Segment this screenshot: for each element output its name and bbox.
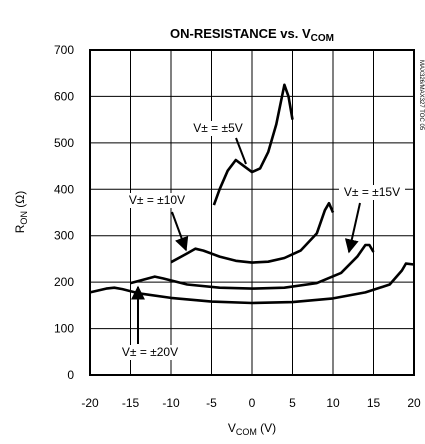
series-line [170, 201, 335, 264]
x-tick-label: 0 [249, 396, 256, 410]
annotation-arrow [171, 211, 189, 252]
x-tick-label: 10 [326, 396, 340, 410]
y-tick-label: 0 [67, 368, 74, 382]
x-axis-label: VCOM (V) [228, 421, 276, 437]
y-axis-label: RON (Ω) [13, 191, 29, 233]
series-line [89, 262, 415, 305]
annotation: V± = ±10V [129, 193, 185, 207]
annotation: V± = ±5V [193, 121, 243, 135]
annotation-arrow [344, 202, 361, 254]
y-tick-label: 100 [54, 322, 74, 336]
x-tick-label: -15 [122, 396, 140, 410]
y-tick-label: 500 [54, 136, 74, 150]
annotation-bg [117, 345, 183, 360]
chart-title: ON-RESISTANCE vs. VCOM [170, 26, 334, 44]
plot-frame [89, 49, 415, 376]
x-tick-label: 5 [289, 396, 296, 410]
side-note: MAX326/MAX327 TOC 05 [418, 60, 424, 131]
y-tick-label: 400 [54, 182, 74, 196]
annotation-bg [124, 193, 190, 208]
annotation-bg [339, 185, 405, 200]
annotation-bg [185, 121, 251, 136]
y-tick-label: 200 [54, 275, 74, 289]
x-tick-label: 15 [367, 396, 381, 410]
series-line [130, 243, 375, 290]
annotation: V± = ±20V [122, 345, 178, 359]
x-tick-label: -10 [162, 396, 180, 410]
x-tick-label: -20 [81, 396, 99, 410]
y-tick-label: 300 [54, 229, 74, 243]
y-tick-label: 700 [54, 43, 74, 57]
series-line [212, 83, 294, 206]
x-tick-label: -5 [206, 396, 217, 410]
annotation: V± = ±15V [344, 185, 400, 199]
y-tick-label: 600 [54, 89, 74, 103]
annotation-arrow [235, 137, 247, 165]
x-tick-label: 20 [407, 396, 421, 410]
